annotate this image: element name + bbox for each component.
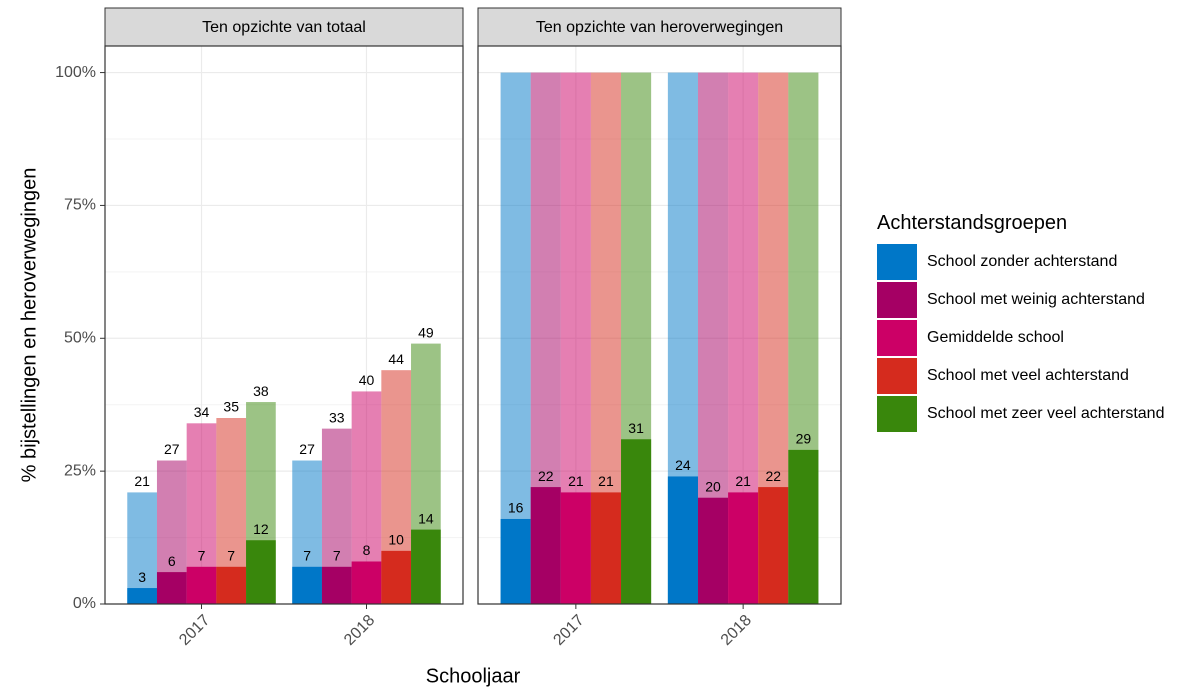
y-tick-label: 50% (64, 330, 96, 347)
value-label: 3 (138, 569, 146, 585)
y-tick-label: 75% (64, 197, 96, 214)
bar (292, 566, 322, 604)
legend-key (877, 282, 917, 318)
bar (500, 518, 531, 604)
bar (621, 439, 652, 604)
x-tick-label: 2018 (341, 612, 378, 649)
legend-label: School zonder achterstand (927, 253, 1118, 270)
facet-strip (104, 7, 464, 47)
facet-title: Ten opzichte van heroverwegingen (536, 19, 783, 36)
facet-title: Ten opzichte van totaal (202, 19, 366, 36)
bar (351, 561, 382, 604)
panel-border (477, 45, 842, 605)
value-label: 8 (363, 542, 371, 558)
value-label: 16 (508, 500, 524, 516)
bar (788, 449, 819, 604)
legend-item: School met veel achterstand (877, 357, 1197, 395)
value-label: 12 (253, 521, 269, 537)
legend-item: School met weinig achterstand (877, 281, 1197, 319)
legend-label: Gemiddelde school (927, 329, 1064, 346)
panel-border (104, 45, 464, 605)
value-label: 22 (765, 468, 781, 484)
legend-label: School met zeer veel achterstand (927, 405, 1165, 422)
bar (411, 529, 441, 604)
total-label: 27 (164, 441, 180, 457)
bar (186, 566, 217, 604)
legend-key (877, 358, 917, 394)
bar (697, 497, 729, 604)
legend-key (877, 320, 917, 356)
legend: Achterstandsgroepen School zonder achter… (877, 212, 1197, 433)
legend-key (877, 396, 917, 432)
legend-title: Achterstandsgroepen (877, 212, 1068, 234)
bar (246, 540, 276, 604)
x-tick-label: 2017 (550, 612, 587, 649)
bar-total (500, 72, 531, 605)
total-label: 33 (329, 409, 345, 425)
total-label: 21 (134, 473, 150, 489)
facet-strip (477, 7, 842, 47)
total-label: 35 (223, 399, 239, 415)
total-label: 44 (388, 351, 404, 367)
bar (530, 487, 561, 604)
bar-total (127, 492, 157, 604)
total-label: 40 (359, 372, 375, 388)
bar (728, 492, 759, 604)
y-tick-label: 0% (73, 595, 96, 612)
legend-item: School zonder achterstand (877, 243, 1197, 281)
value-label: 24 (675, 457, 691, 473)
value-label: 6 (168, 553, 176, 569)
value-label: 21 (568, 473, 584, 489)
x-axis-title: Schooljaar (426, 665, 521, 687)
value-label: 22 (538, 468, 554, 484)
legend-label: School met weinig achterstand (927, 291, 1145, 308)
value-label: 21 (735, 473, 751, 489)
value-label: 31 (628, 420, 644, 436)
bar (127, 588, 157, 604)
y-axis-title: % bijstellingen en heroverwegingen (18, 168, 40, 483)
value-label: 20 (705, 478, 721, 494)
value-label: 7 (303, 548, 311, 564)
total-label: 49 (418, 324, 434, 340)
legend-item: Gemiddelde school (877, 319, 1197, 357)
total-label: 27 (299, 441, 315, 457)
bar (590, 492, 622, 604)
total-label: 34 (194, 404, 210, 420)
legend-key (877, 244, 917, 280)
total-label: 38 (253, 383, 269, 399)
bar (667, 476, 698, 604)
value-label: 7 (333, 548, 341, 564)
x-tick-label: 2017 (176, 612, 213, 649)
x-tick-label: 2018 (718, 612, 755, 649)
value-label: 10 (388, 532, 404, 548)
value-label: 7 (227, 548, 235, 564)
bar (156, 572, 187, 604)
bar (321, 566, 352, 604)
value-label: 29 (796, 431, 812, 447)
value-label: 21 (598, 473, 614, 489)
legend-item: School met zeer veel achterstand (877, 395, 1197, 433)
y-tick-label: 100% (55, 64, 96, 81)
value-label: 14 (418, 510, 434, 526)
value-label: 7 (198, 548, 206, 564)
y-tick-label: 25% (64, 462, 96, 479)
bar (758, 487, 789, 604)
bar (216, 566, 247, 604)
bar (560, 492, 591, 604)
bar (381, 550, 412, 604)
legend-label: School met veel achterstand (927, 367, 1129, 384)
